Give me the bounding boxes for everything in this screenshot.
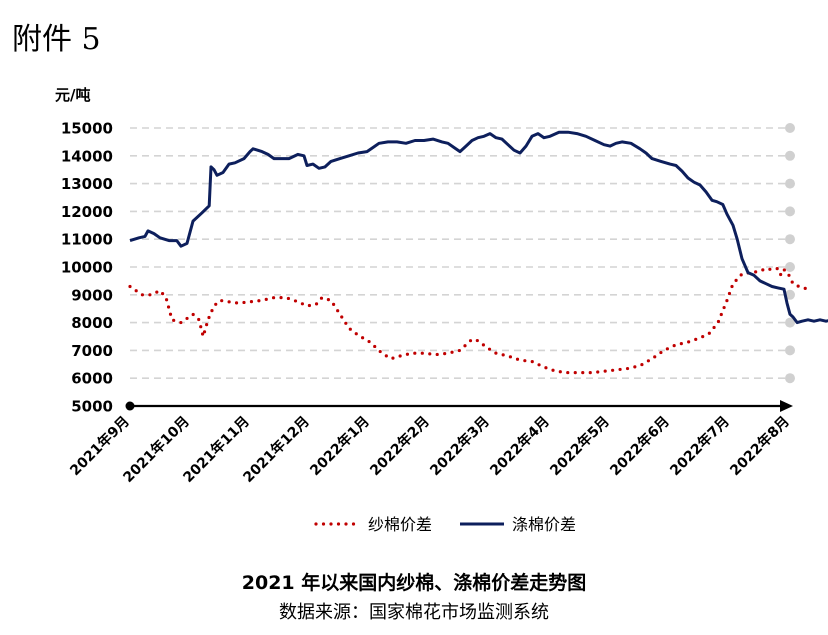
y-tick-label: 5000: [71, 398, 113, 416]
legend-label-yarn-cotton: 纱棉价差: [368, 515, 432, 534]
series-group: [128, 130, 828, 375]
y-tick-label: 6000: [71, 370, 113, 388]
gridlines: [130, 123, 795, 384]
y-tick-label: 10000: [61, 259, 113, 277]
series-line-polyester-cotton-spread: [129, 130, 828, 325]
gridline-end-marker: [785, 234, 795, 245]
y-tick-label: 7000: [71, 342, 113, 360]
x-tick-label: 2022年2月: [367, 413, 433, 479]
x-tick-label: 2022年5月: [547, 413, 613, 479]
y-tick-label: 13000: [61, 175, 113, 193]
chart-caption-title: 2021 年以来国内纱棉、涤棉价差走势图: [241, 572, 587, 594]
y-axis-label: 元/吨: [55, 86, 90, 104]
gridline-end-marker: [785, 123, 795, 133]
gridline-end-marker: [785, 262, 795, 272]
x-tick-label: 2022年1月: [307, 413, 373, 479]
y-tick-label: 11000: [61, 231, 113, 249]
x-tick-label: 2022年4月: [487, 413, 553, 479]
x-tick-label: 2022年7月: [667, 413, 733, 479]
legend-label-polyester-cotton: 涤棉价差: [512, 515, 576, 534]
y-tick-label: 14000: [61, 147, 113, 165]
gridline-end-marker: [785, 150, 795, 161]
x-tick-label: 2022年6月: [607, 413, 673, 479]
gridline-end-marker: [785, 345, 795, 356]
legend: 纱棉价差 涤棉价差: [314, 515, 576, 534]
gridline-end-marker: [785, 178, 795, 189]
x-axis-start-marker: [125, 401, 135, 411]
gridline-end-marker: [785, 289, 795, 300]
y-axis: 5000 6000 7000 8000 9000 10000 11000 12000 13000…: [61, 120, 113, 416]
y-tick-label: 12000: [61, 203, 113, 221]
y-tick-label: 9000: [71, 286, 113, 304]
x-axis: 2021年9月2021年10月2021年11月2021年12月2022年1月20…: [67, 400, 793, 486]
gridline-end-marker: [785, 206, 795, 217]
chart-caption-source: 数据来源：国家棉花市场监测系统: [279, 602, 549, 623]
gridline-end-marker: [785, 317, 795, 328]
attachment-label: 附件 5: [12, 22, 101, 57]
gridline-end-marker: [785, 373, 795, 384]
x-tick-label: 2021年9月: [67, 413, 133, 479]
x-tick-label: 2022年3月: [427, 413, 493, 479]
series-line-yarn-cotton-spread: [128, 266, 813, 375]
y-tick-label: 8000: [71, 314, 113, 332]
line-chart: 5000 6000 7000 8000 9000 10000 11000 12000 13000…: [55, 86, 828, 534]
x-axis-arrow: [780, 400, 793, 412]
y-tick-label: 15000: [61, 120, 113, 138]
x-tick-label: 2022年8月: [727, 413, 793, 479]
